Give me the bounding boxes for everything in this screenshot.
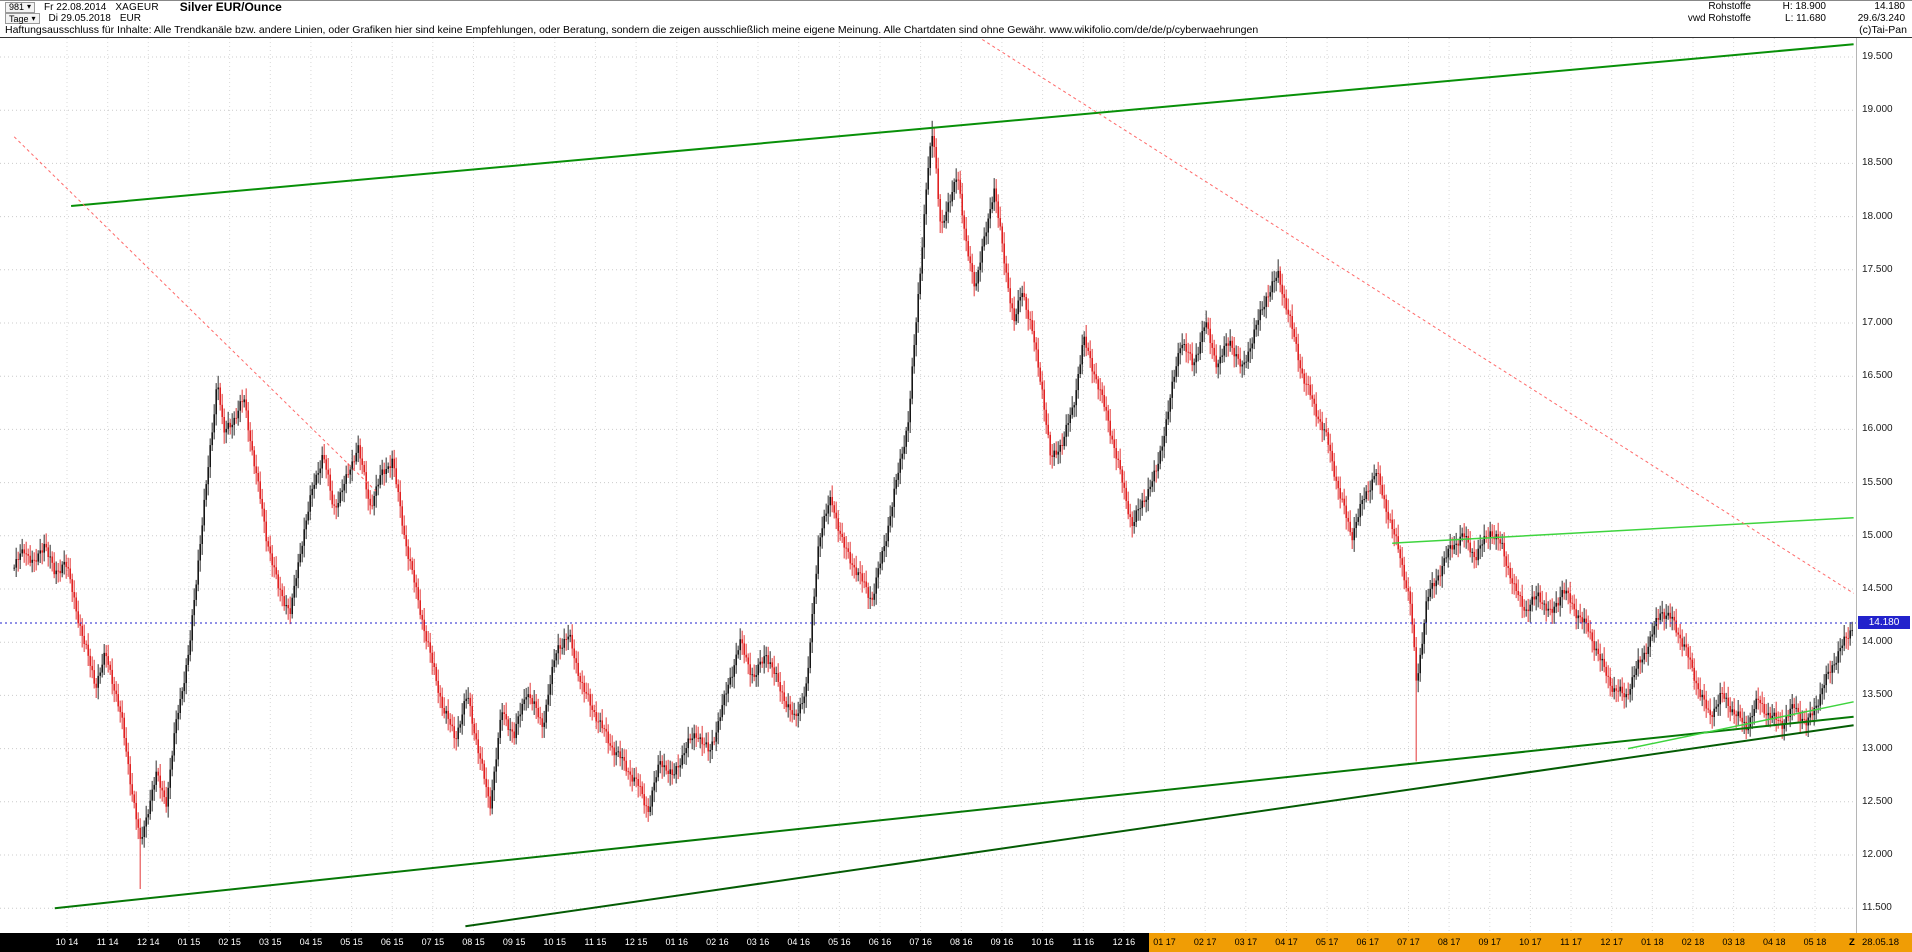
date-tick-label: 04 16	[787, 937, 810, 947]
date-tick-label: 05 18	[1803, 937, 1827, 947]
chevron-down-icon: ▾	[27, 2, 32, 11]
date-tick-label: 09 16	[990, 937, 1014, 947]
date-tick-label: 12 15	[624, 937, 648, 947]
date-tick-label: 09 15	[502, 937, 526, 947]
time-axis-highlight	[1148, 933, 1912, 952]
high-value: H: 18.900	[1782, 1, 1826, 13]
date-tick-label: 01 18	[1641, 937, 1664, 947]
price-axis-separator	[1856, 38, 1857, 933]
price-tick-label: 18.000	[1862, 210, 1893, 222]
date-tick-label: 07 15	[421, 937, 445, 947]
chart-title: Silver EUR/Ounce	[179, 0, 282, 14]
date-tick-label: 11 15	[584, 937, 607, 947]
bar-count-dropdown[interactable]: 981 ▾	[5, 1, 36, 13]
date-tick-label: 04 18	[1763, 937, 1786, 947]
date-tick-label: 03 18	[1722, 937, 1745, 947]
price-tick-label: 18.500	[1862, 157, 1893, 169]
date-tick-label: 03 15	[258, 937, 282, 947]
price-tick-label: 14.500	[1862, 583, 1893, 594]
date-tick-label: 04 15	[299, 937, 323, 947]
price-tick-label: 19.500	[1862, 51, 1893, 62]
end-date-label: Di 29.05.2018	[48, 13, 111, 24]
price-tick-label: 15.000	[1862, 529, 1893, 541]
disclaimer-bar: Haftungsausschluss für Inhalte: Alle Tre…	[0, 24, 1912, 38]
period-value: Tage	[9, 13, 29, 24]
price-tick-label: 17.500	[1862, 263, 1893, 275]
price-tick-label: 13.000	[1862, 742, 1893, 754]
low-value: L: 11.680	[1785, 12, 1826, 24]
taipan-copyright: (c)Tai-Pan	[1859, 24, 1907, 36]
date-tick-label: 09 17	[1478, 937, 1502, 947]
date-tick-label: 12 16	[1112, 937, 1136, 947]
price-tick-label: 12.500	[1862, 795, 1893, 807]
date-tick-label: 05 16	[828, 937, 851, 947]
date-tick-label: 01 16	[665, 937, 689, 947]
date-tick-label: 10 14	[55, 937, 79, 947]
date-tick-label: 04 17	[1275, 937, 1298, 947]
feed-provider: vwd Rohstoffe	[1687, 12, 1751, 24]
symbol-label: XAGEUR	[115, 1, 159, 13]
zoom-z-button[interactable]: Z	[1849, 937, 1855, 948]
date-tick-label: 08 17	[1437, 937, 1461, 947]
extra-info-value: 29.6/3.240	[1857, 12, 1905, 24]
date-tick-label: 10 17	[1519, 937, 1542, 947]
date-tick-label: 05 15	[340, 937, 363, 947]
period-dropdown[interactable]: Tage ▾	[5, 13, 40, 24]
date-tick-label: 12 14	[137, 937, 160, 947]
price-tick-label: 16.500	[1862, 370, 1893, 382]
date-tick-label: 12 17	[1600, 937, 1623, 947]
date-tick-label: 02 17	[1193, 937, 1217, 947]
date-tick-label: 02 15	[218, 937, 241, 947]
price-tick-label: 17.000	[1862, 317, 1893, 328]
date-tick-label: 06 17	[1356, 937, 1380, 947]
chart-canvas[interactable]	[0, 38, 1912, 933]
price-tick-label: 14.000	[1862, 636, 1893, 648]
chart-area: 19.500 19.000 18.500 18.000 17.500 17.000 16.5…	[0, 38, 1912, 933]
date-tick-label: 10 16	[1031, 937, 1054, 947]
price-tick-label: 12.000	[1862, 849, 1893, 860]
titlebar-right: Rohstoffe H: 18.900 14.180 vwd Rohstoffe…	[1650, 1, 1912, 24]
start-date-label: Fr 22.08.2014	[44, 1, 107, 13]
price-tick-label: 15.500	[1862, 476, 1893, 488]
date-tick-label: 07 17	[1397, 937, 1420, 947]
date-tick-label: 11 14	[96, 937, 119, 947]
disclaimer-text: Haftungsausschluss für Inhalte: Alle Tre…	[5, 24, 1259, 36]
date-tick-label: 07 16	[909, 937, 932, 947]
date-tick-label: 10 15	[543, 937, 567, 947]
date-tick-label: 01 17	[1153, 937, 1176, 947]
titlebar: 981 ▾ Fr 22.08.2014 XAGEUR Silver EUR/Ou…	[0, 0, 1912, 24]
price-tick-label: 16.000	[1862, 423, 1893, 435]
date-tick-label: 01 15	[177, 937, 201, 947]
date-tick-label: 05 17	[1315, 937, 1339, 947]
titlebar-left: 981 ▾ Fr 22.08.2014 XAGEUR Silver EUR/Ou…	[0, 0, 287, 24]
date-tick-label: 08 15	[462, 937, 485, 947]
price-tick-label: 11.500	[1862, 902, 1892, 914]
date-tick-label: 06 16	[868, 937, 892, 947]
price-tick-label: 13.500	[1862, 689, 1893, 701]
price-tick-label: 19.000	[1862, 104, 1893, 116]
currency-label: EUR	[119, 13, 141, 24]
last-price-value: 14.180	[1874, 1, 1905, 13]
date-tick-label: 11 16	[1072, 937, 1095, 947]
date-tick-label: 02 18	[1681, 937, 1705, 947]
time-axis[interactable]: 10 14 11 14 12 14 01 15 02 15 03 15 04 15 05 15…	[0, 933, 1912, 952]
feed-name: Rohstoffe	[1708, 1, 1751, 13]
date-tick-label: 06 15	[380, 937, 404, 947]
date-tick-label: 02 16	[706, 937, 729, 947]
last-price-badge: 14.180	[1858, 616, 1910, 630]
date-tick-label: 08 16	[950, 937, 973, 947]
chevron-down-icon: ▾	[31, 13, 36, 23]
bar-count-value: 981	[9, 2, 25, 12]
time-axis-end-date: 28.05.18	[1862, 937, 1899, 948]
date-tick-label: 03 16	[746, 937, 770, 947]
date-tick-label: 11 17	[1560, 937, 1582, 947]
date-tick-label: 03 17	[1234, 937, 1258, 947]
